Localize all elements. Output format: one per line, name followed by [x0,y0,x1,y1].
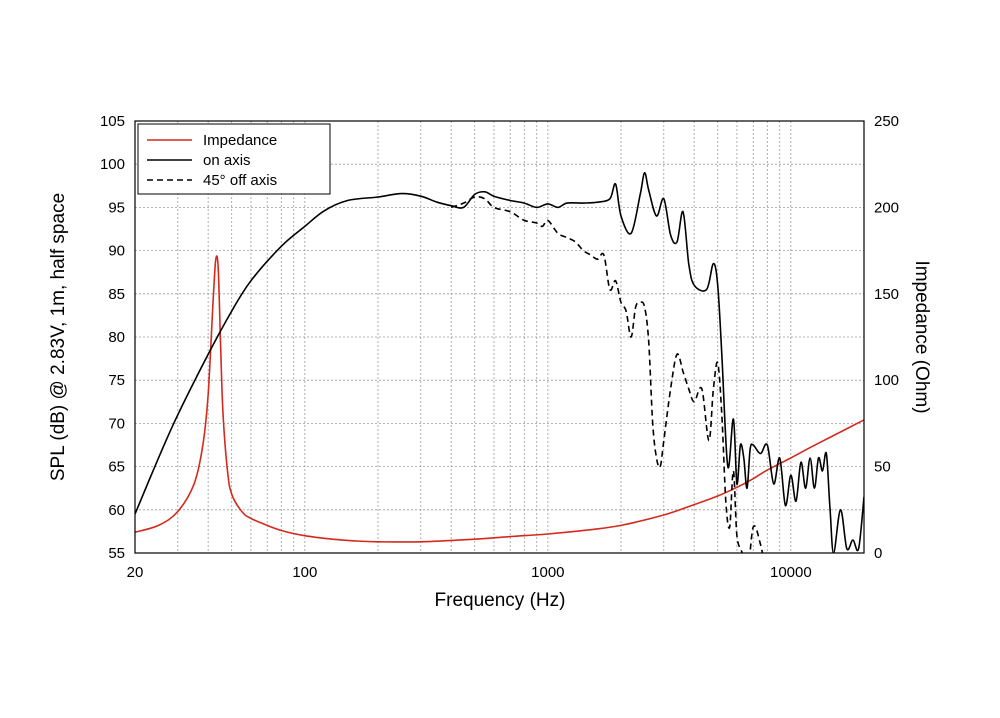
y-tick-label: 100 [100,156,125,173]
x-tick-label: 100 [292,564,317,581]
legend: Impedance on axis 45° off axis [137,123,331,195]
y2-tick-label: 0 [874,545,882,562]
y-tick-label: 75 [108,372,125,389]
legend-label-impedance: Impedance [203,132,277,149]
tick-labels: 20 100 1000 10000 55 60 65 70 75 80 85 90 95 100 105 0 5… [100,113,899,581]
y-tick-label: 60 [108,502,125,519]
legend-label-off-axis: 45° off axis [203,172,277,189]
y2-tick-label: 150 [874,286,899,303]
y-tick-label: 90 [108,243,125,260]
data-series [135,171,864,553]
y-tick-label: 80 [108,329,125,346]
y-tick-label: 70 [108,415,125,432]
y2-tick-label: 50 [874,459,891,476]
y-axis-label: SPL (dB) @ 2.83V, 1m, half space [48,193,69,481]
x-tick-label: 10000 [770,564,812,581]
series-line-on-axis [135,171,864,553]
x-tick-label: 1000 [531,564,564,581]
y2-tick-label: 250 [874,113,899,130]
y-tick-label: 55 [108,545,125,562]
y2-tick-label: 100 [874,372,899,389]
series-line-impedance [135,255,864,543]
x-tick-label: 20 [127,564,144,581]
y2-axis-label: Impedance (Ohm) [911,260,932,413]
y-tick-label: 65 [108,459,125,476]
y-tick-label: 95 [108,199,125,216]
y-tick-label: 105 [100,113,125,130]
y2-tick-label: 200 [874,199,899,216]
plot-frame [134,120,865,554]
x-axis-label: Frequency (Hz) [435,590,566,611]
series-line-45-off-axis [450,195,764,553]
y-tick-label: 85 [108,286,125,303]
legend-box [137,123,331,195]
legend-label-on-axis: on axis [203,152,251,169]
